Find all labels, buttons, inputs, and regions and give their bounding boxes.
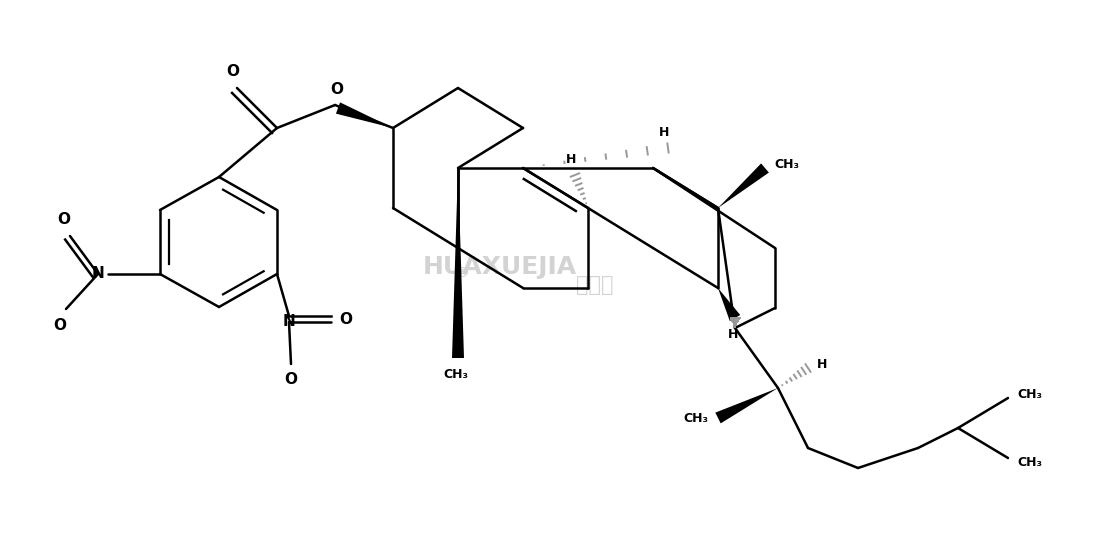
- Text: CH₃: CH₃: [775, 158, 799, 170]
- Polygon shape: [452, 168, 464, 358]
- Text: N: N: [92, 266, 105, 281]
- Text: CH₃: CH₃: [1018, 456, 1042, 468]
- Text: H: H: [728, 328, 739, 340]
- Text: H: H: [817, 358, 827, 370]
- Text: O: O: [226, 65, 240, 80]
- Text: H: H: [566, 153, 576, 165]
- Polygon shape: [336, 102, 393, 128]
- Text: O: O: [53, 317, 66, 333]
- Text: N: N: [283, 315, 296, 330]
- Text: O: O: [285, 373, 297, 388]
- Text: H: H: [659, 125, 669, 139]
- Text: HUAXUEJIA: HUAXUEJIA: [423, 255, 577, 279]
- Polygon shape: [715, 388, 778, 423]
- Text: CH₃: CH₃: [444, 368, 468, 380]
- Polygon shape: [718, 288, 740, 321]
- Text: O: O: [330, 81, 343, 96]
- Text: CH₃: CH₃: [1018, 388, 1042, 400]
- Text: CH₃: CH₃: [683, 412, 709, 424]
- Text: ®: ®: [455, 266, 469, 280]
- Text: O: O: [340, 312, 352, 328]
- Polygon shape: [718, 163, 768, 208]
- Text: O: O: [57, 213, 71, 227]
- Text: 化学加: 化学加: [576, 275, 614, 295]
